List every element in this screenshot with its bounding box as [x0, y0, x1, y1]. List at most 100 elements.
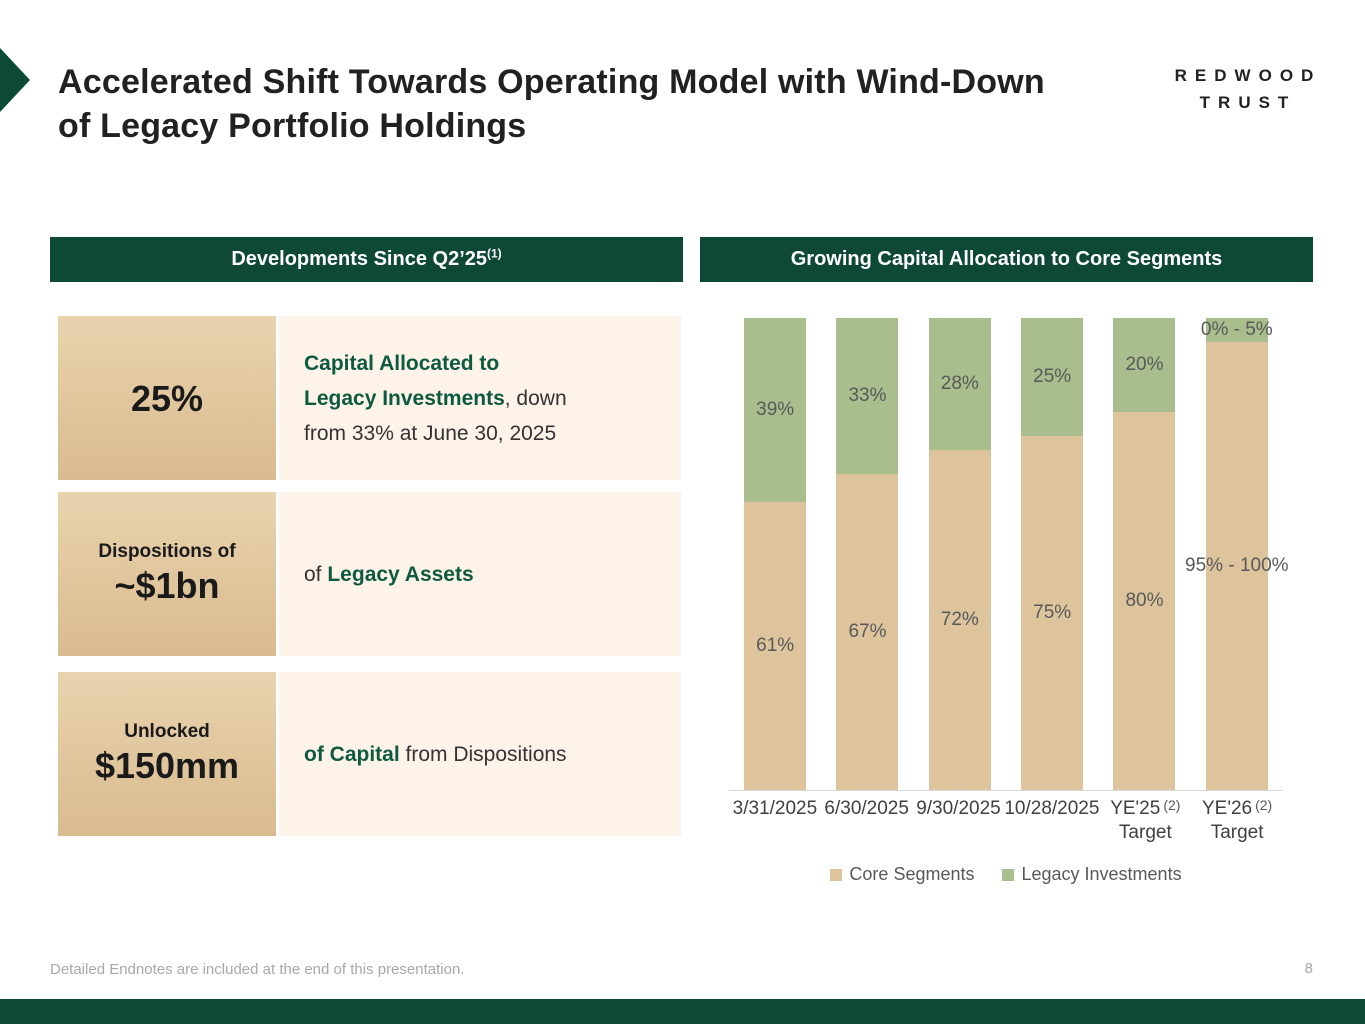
bar-segment: 72%	[928, 450, 991, 790]
bar-segment: 25%	[1021, 318, 1084, 436]
stat-value-box: Unlocked $150mm	[58, 672, 276, 836]
x-axis-label-text: 3/31/2025	[732, 798, 818, 819]
left-panel-header: Developments Since Q2’25(1)	[50, 237, 683, 282]
bar-segment: 67%	[836, 473, 899, 790]
legend-label: Legacy Investments	[1021, 864, 1182, 884]
chart-column: 39% 61%	[729, 318, 821, 790]
legend-swatch	[830, 868, 843, 881]
page-title-line1: Accelerated Shift Towards Operating Mode…	[58, 63, 1045, 101]
stat-row-unlocked-capital: Unlocked $150mm of Capital from Disposit…	[58, 672, 681, 836]
stat-row-capital-allocated: 25% Capital Allocated to Legacy Investme…	[58, 316, 681, 480]
desc-highlight: Capital Allocated to	[304, 351, 500, 375]
desc-plain: , down	[504, 386, 567, 410]
chart-column: 20% 80%	[1098, 318, 1190, 790]
x-axis-label: YE'25 (2) Target	[1099, 797, 1191, 844]
bar-value-label: 75%	[1033, 602, 1072, 623]
desc-plain: of	[304, 562, 328, 586]
stacked-bar: 28% 72%	[928, 318, 991, 790]
bar-segment: 0% - 5%	[1201, 318, 1273, 342]
chart-legend: Core Segments Legacy Investments	[729, 864, 1283, 885]
stacked-bar: 20% 80%	[1113, 318, 1176, 790]
desc-plain: from 33% at June 30, 2025	[304, 421, 557, 445]
bar-segment: 39%	[744, 318, 807, 503]
stat-description-box: Capital Allocated to Legacy Investments,…	[279, 316, 681, 480]
desc-highlight: of Capital	[304, 742, 400, 766]
bar-value-label: 33%	[848, 384, 887, 406]
legend-swatch	[1002, 868, 1015, 881]
bar-segment: 20%	[1113, 318, 1176, 413]
x-axis-label-text: 9/30/2025	[916, 798, 1001, 819]
stat-row-dispositions: Dispositions of ~$1bn of Legacy Assets	[58, 492, 681, 656]
page-title: Accelerated Shift Towards Operating Mode…	[58, 60, 1045, 148]
bar-segment: 28%	[928, 318, 991, 451]
stat-description: of Legacy Assets	[304, 557, 474, 592]
bottom-accent-bar	[0, 999, 1365, 1024]
footer-note: Detailed Endnotes are included at the en…	[50, 961, 465, 978]
bar-value-label: 28%	[940, 373, 979, 395]
stat-description-box: of Capital from Dispositions	[279, 672, 681, 836]
page-number: 8	[1304, 960, 1313, 977]
logo-line1: REDWOOD	[1174, 66, 1322, 85]
stat-value: 25%	[130, 378, 204, 419]
stat-description: Capital Allocated to Legacy Investments,…	[304, 346, 567, 451]
stat-label: Dispositions of	[98, 541, 236, 562]
legend-item: Core Segments	[830, 864, 974, 885]
x-axis-label: 10/28/2025	[1004, 797, 1099, 844]
bar-value-label: 39%	[756, 399, 795, 421]
legend-label: Core Segments	[849, 864, 975, 884]
chart-column: 33% 67%	[821, 318, 913, 790]
x-axis-label-text: YE'26 (2)	[1201, 797, 1273, 819]
chart-column: 25% 75%	[1006, 318, 1098, 790]
x-axis-label: 9/30/2025	[913, 797, 1005, 844]
bar-value-label: 80%	[1125, 590, 1164, 612]
desc-plain: from Dispositions	[399, 742, 567, 766]
bar-value-label: 95% - 100%	[1185, 554, 1289, 576]
footnote-marker-2: (2)	[1163, 797, 1181, 813]
redwood-trust-logo: REDWOOD TRUST	[1170, 66, 1318, 113]
left-panel-header-text: Developments Since Q2’25	[231, 248, 487, 270]
desc-highlight: Legacy Assets	[327, 562, 474, 586]
logo-line2: TRUST	[1199, 93, 1297, 112]
right-panel-header: Growing Capital Allocation to Core Segme…	[700, 237, 1313, 282]
stat-value-box: Dispositions of ~$1bn	[58, 492, 276, 656]
x-axis-label: 3/31/2025	[729, 797, 821, 844]
x-axis-label-text: 6/30/2025	[824, 798, 909, 819]
bar-value-label: 61%	[756, 635, 795, 657]
x-axis-label: 6/30/2025	[821, 797, 913, 844]
chart-column: 0% - 5% 95% - 100%	[1185, 318, 1289, 790]
stacked-bar: 39% 61%	[744, 318, 807, 790]
stat-value: $150mm	[94, 745, 240, 786]
x-axis-label-text: YE'25 (2)	[1110, 797, 1181, 819]
bar-segment: 33%	[836, 318, 899, 474]
bar-segment: 75%	[1021, 436, 1084, 790]
chart-x-axis: 3/31/2025 6/30/2025 9/30/2025 10/28/2025 YE'…	[729, 797, 1283, 844]
x-axis-label-line2: Target	[1210, 822, 1264, 843]
bar-segment: 80%	[1113, 412, 1176, 790]
stacked-bar: 25% 75%	[1021, 318, 1084, 790]
chart-bars: 39% 61% 33% 67% 28% 72% 25% 75% 20% 80% 0% - 5% 95%…	[729, 318, 1289, 790]
desc-highlight: Legacy Investments	[304, 386, 505, 410]
stacked-bar: 0% - 5% 95% - 100%	[1185, 318, 1289, 790]
bar-segment: 61%	[744, 502, 807, 790]
footnote-marker-2: (2)	[1255, 797, 1273, 813]
x-axis-label-line2: Target	[1118, 822, 1172, 843]
bar-value-label: 0% - 5%	[1200, 318, 1273, 340]
right-panel-header-text: Growing Capital Allocation to Core Segme…	[790, 248, 1223, 270]
bar-value-label: 25%	[1033, 366, 1072, 387]
bar-segment: 95% - 100%	[1185, 341, 1289, 790]
x-axis-label: YE'26 (2) Target	[1191, 797, 1283, 844]
stat-value: ~$1bn	[114, 565, 220, 606]
bar-value-label: 20%	[1125, 354, 1164, 376]
legend-item: Legacy Investments	[1002, 864, 1182, 885]
bar-value-label: 72%	[940, 609, 979, 631]
accent-chevron-icon	[0, 48, 30, 112]
bar-value-label: 67%	[848, 620, 887, 642]
x-axis-label-text: 10/28/2025	[1004, 798, 1100, 819]
footnote-marker-1: (1)	[487, 246, 502, 261]
chart-baseline	[729, 790, 1283, 791]
stat-label: Unlocked	[124, 721, 210, 742]
stat-description-box: of Legacy Assets	[279, 492, 681, 656]
page-title-line2: of Legacy Portfolio Holdings	[58, 107, 527, 145]
stat-description: of Capital from Dispositions	[304, 737, 567, 772]
